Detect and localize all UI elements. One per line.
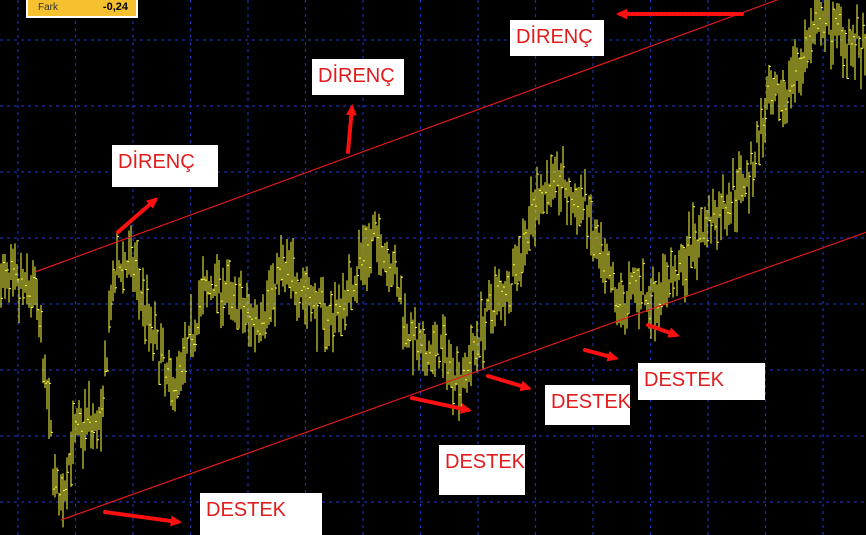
arrowhead-icon xyxy=(667,327,680,338)
support-label-3: DESTEK xyxy=(545,385,631,425)
resistance-label-3: DİRENÇ xyxy=(510,20,604,56)
resistance-trendline xyxy=(34,0,779,273)
arrowhead-icon xyxy=(606,350,619,362)
arrowhead-icon xyxy=(459,403,472,414)
support-label-1: DESTEK xyxy=(200,493,322,535)
arrowhead-icon xyxy=(170,515,182,527)
arrowhead-icon xyxy=(146,197,159,209)
arrow-icon xyxy=(103,510,180,524)
arrow-icon xyxy=(410,396,470,412)
info-label: Fark xyxy=(38,2,58,13)
arrowhead-icon xyxy=(345,104,357,116)
arrowhead-icon xyxy=(519,380,532,392)
annotation-arrows xyxy=(103,8,744,527)
support-label-4: DESTEK xyxy=(638,363,765,400)
trendlines xyxy=(34,0,866,521)
support-trendline xyxy=(60,231,866,521)
arrow-icon xyxy=(116,198,157,234)
resistance-label-2: DİRENÇ xyxy=(312,59,404,95)
info-box: Fark -0,24 xyxy=(26,0,138,18)
info-value: -0,24 xyxy=(102,1,128,13)
resistance-label-1: DİRENÇ xyxy=(112,145,218,187)
support-label-2: DESTEK xyxy=(439,445,525,495)
arrowhead-icon xyxy=(616,8,628,20)
arrow-icon xyxy=(346,106,354,154)
